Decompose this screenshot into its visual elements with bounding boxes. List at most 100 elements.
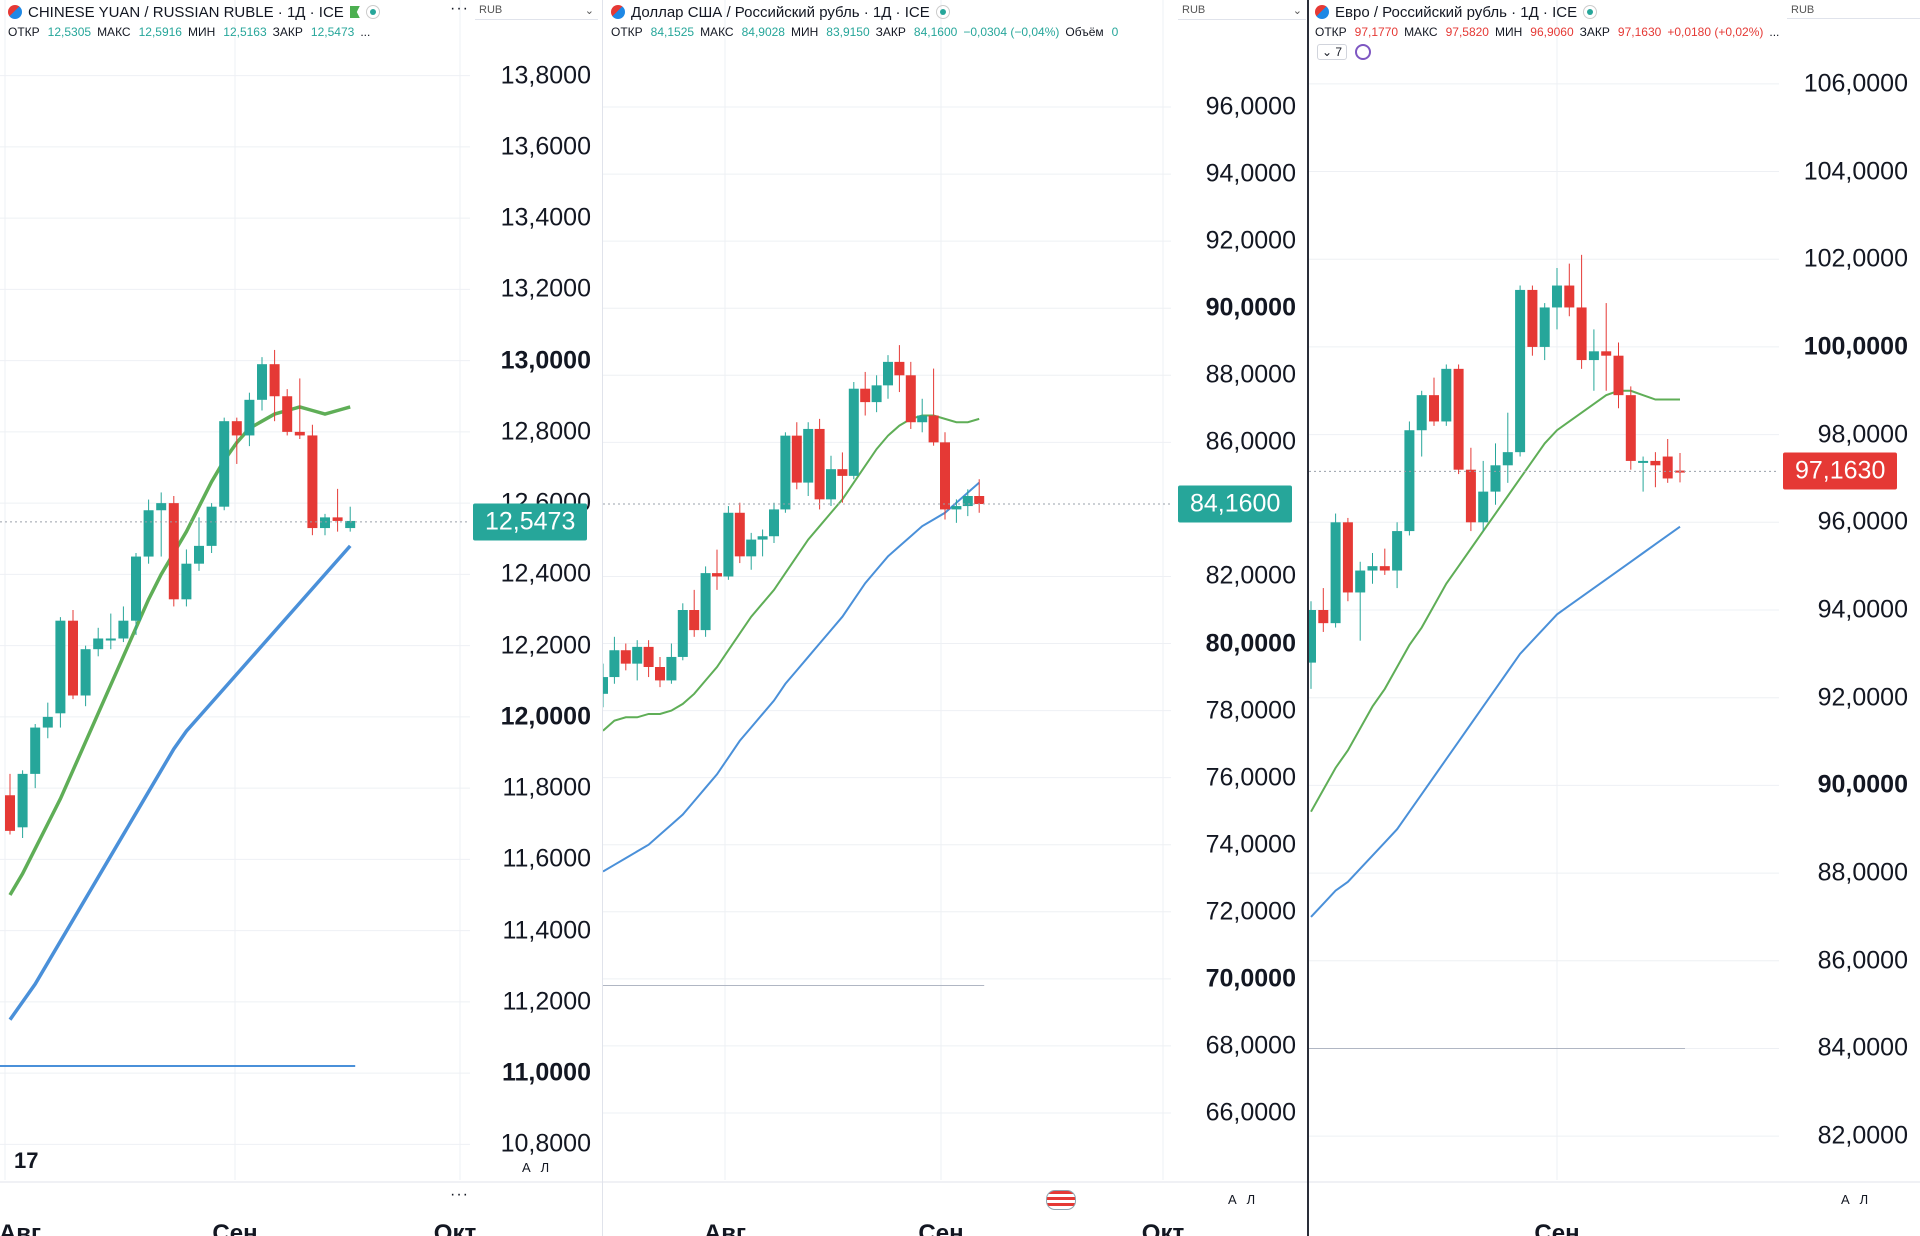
legend-cny: CHINESE YUAN / RUSSIAN RUBLE · 1Д · ICE … [8, 2, 380, 42]
currency-selector[interactable]: RUB ⌄ [475, 2, 598, 20]
high-label: МАКС [700, 25, 734, 39]
candle-body [974, 496, 985, 505]
pane-separator[interactable] [1307, 0, 1309, 1236]
price-tick-label: 10,8000 [500, 1129, 591, 1158]
market-status-icon[interactable] [365, 5, 380, 19]
high-label: МАКС [97, 25, 131, 39]
us-flag-icon[interactable] [1046, 1190, 1076, 1210]
auto-scale-button[interactable]: A [1841, 1192, 1850, 1207]
chart-pane-cny[interactable]: CHINESE YUAN / RUSSIAN RUBLE · 1Д · ICE … [0, 0, 603, 1236]
flag-mark-icon[interactable] [349, 6, 360, 18]
candle-body [1441, 368, 1452, 422]
legend-more[interactable]: ... [360, 25, 371, 39]
candle-body [1490, 465, 1501, 492]
candle-body [734, 512, 745, 557]
price-scale-usd[interactable]: 96,0000 94,0000 92,0000 90,0000 88,0000 86,00… [1171, 0, 1308, 1180]
tradingview-logo-icon[interactable]: 17 [14, 1148, 39, 1173]
chart-canvas-cny[interactable] [0, 0, 603, 1236]
scale-buttons: A Л [1841, 1192, 1868, 1207]
indicators-count: 7 [1335, 45, 1343, 59]
candle-body [962, 496, 973, 507]
candle-body [143, 510, 154, 557]
market-status-icon[interactable] [1583, 5, 1598, 19]
price-tick-label: 82,0000 [1205, 561, 1296, 590]
candle-body [1539, 307, 1550, 347]
price-scale-cny[interactable]: 13,8000 13,6000 13,4000 13,2000 13,0000 12,80… [470, 0, 603, 1180]
currency-flag-icon [8, 5, 22, 19]
price-tick-label: 12,2000 [500, 631, 591, 660]
chart-canvas-usd[interactable] [603, 0, 1308, 1236]
candle-body [746, 539, 757, 557]
date-tick-label: Окт [1141, 1220, 1185, 1236]
close-label: ЗАКР [1579, 25, 1610, 39]
price-scale-eur[interactable]: 106,0000 104,0000 102,0000 100,0000 98,0000 9… [1779, 0, 1920, 1180]
ma-short-line [603, 414, 980, 732]
candle-body [757, 536, 768, 540]
close-value: 12,5473 [310, 25, 355, 39]
date-tick-label: Авг [703, 1220, 747, 1236]
candle-body [294, 431, 305, 436]
candle-body [257, 364, 267, 400]
candle-body [1588, 351, 1599, 361]
candle-body [1392, 531, 1403, 571]
symbol-title[interactable]: CHINESE YUAN / RUSSIAN RUBLE · 1Д · ICE [28, 3, 344, 21]
price-tick-label: 78,0000 [1205, 696, 1296, 725]
log-scale-button[interactable]: Л [1246, 1192, 1256, 1207]
candle-body [860, 388, 871, 403]
price-tick-label: 70,0000 [1205, 964, 1296, 993]
price-tick-label: 13,4000 [500, 203, 591, 232]
pane-more-icon[interactable]: ··· [450, 1186, 469, 1203]
currency-selector[interactable]: RUB ⌄ [1178, 2, 1306, 20]
candle-body [940, 442, 950, 510]
price-tick-label: 80,0000 [1205, 629, 1296, 658]
price-tick-label: 88,0000 [1205, 360, 1296, 389]
sync-icon[interactable] [1355, 44, 1372, 60]
price-tick-label: 92,0000 [1817, 683, 1908, 712]
candle-body [1662, 456, 1673, 479]
low-label: МИН [187, 25, 216, 39]
candle-body [1465, 469, 1476, 523]
symbol-title[interactable]: Доллар США / Российский рубль · 1Д · ICE [631, 3, 930, 21]
currency-label: RUB [1791, 4, 1815, 16]
date-tick-label: Сен [1534, 1220, 1580, 1236]
candle-body [677, 610, 688, 657]
auto-scale-button[interactable]: A [522, 1160, 531, 1175]
more-options-icon[interactable]: ··· [450, 0, 469, 17]
log-scale-button[interactable]: Л [1859, 1192, 1869, 1207]
candle-body [17, 773, 28, 828]
chart-canvas-eur[interactable] [1309, 0, 1920, 1236]
candle-body [80, 649, 91, 696]
open-value: 12,5305 [47, 25, 92, 39]
auto-scale-button[interactable]: A [1228, 1192, 1237, 1207]
chart-pane-eur[interactable]: Евро / Российский рубль · 1Д · ICE ОТКР 9… [1309, 0, 1920, 1236]
ma-long-line [8, 544, 352, 1021]
candle-body [1613, 355, 1624, 396]
low-value: 83,9150 [826, 25, 870, 39]
log-scale-button[interactable]: Л [540, 1160, 550, 1175]
price-tick-label: 13,6000 [500, 132, 591, 161]
last-price-label: 97,1630 [1783, 452, 1898, 490]
price-tick-label: 13,0000 [500, 346, 591, 375]
legend-usd: Доллар США / Российский рубль · 1Д · ICE… [611, 2, 1118, 42]
indicators-toggle[interactable]: ⌄ 7 [1317, 44, 1348, 60]
legend-more[interactable]: ... [1769, 25, 1780, 39]
volume-label: Объём [1065, 25, 1104, 39]
high-label: МАКС [1404, 25, 1438, 39]
chart-pane-usd[interactable]: Доллар США / Российский рубль · 1Д · ICE… [603, 0, 1308, 1236]
date-tick-label: Авг [0, 1220, 42, 1236]
candle-body [1601, 351, 1612, 356]
candle-body [244, 399, 255, 436]
low-label: МИН [790, 25, 819, 39]
change-value: −0,0304 (−0,04%) [963, 25, 1060, 39]
candle-body [332, 517, 343, 521]
symbol-title[interactable]: Евро / Российский рубль · 1Д · ICE [1335, 3, 1578, 21]
currency-selector[interactable]: RUB [1787, 2, 1920, 19]
low-value: 96,9060 [1530, 25, 1574, 39]
candle-body [5, 795, 15, 831]
candle-body [1416, 395, 1427, 431]
close-value: 97,1630 [1617, 25, 1662, 39]
candle-body [206, 506, 217, 546]
market-status-icon[interactable] [935, 5, 950, 19]
price-tick-label: 96,0000 [1817, 507, 1908, 536]
price-tick-label: 90,0000 [1205, 293, 1296, 322]
